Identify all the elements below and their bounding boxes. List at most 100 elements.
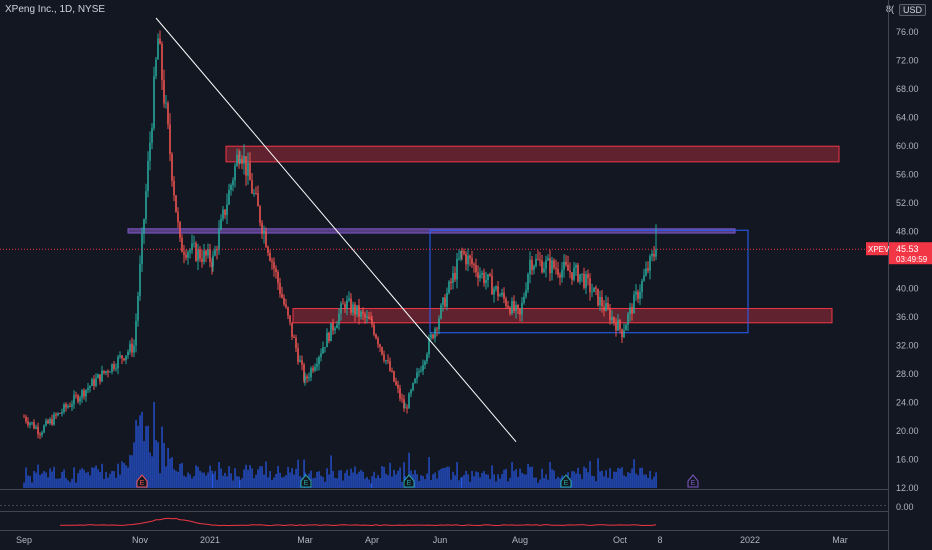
volume-bar	[489, 479, 491, 488]
candle-body	[403, 399, 405, 409]
candle-body	[426, 354, 428, 362]
volume-bar	[105, 471, 107, 488]
volume-bar	[418, 480, 420, 488]
candle-body	[121, 355, 123, 359]
volume-bar	[299, 476, 301, 488]
volume-bar	[283, 476, 285, 488]
volume-bar	[87, 471, 89, 488]
volume-bar	[555, 478, 557, 488]
volume-bar	[342, 480, 344, 488]
volume-bar	[133, 442, 135, 488]
candle-body	[585, 274, 587, 288]
volume-bar	[93, 467, 95, 488]
volume-bar	[69, 482, 71, 488]
y-tick-label: 72.00	[896, 56, 919, 66]
volume-bar	[149, 452, 151, 488]
volume-bar	[481, 472, 483, 488]
candle-body	[301, 360, 303, 365]
candle-body	[460, 250, 462, 258]
candle-body	[539, 259, 541, 261]
candle-body	[295, 337, 297, 349]
candle-body	[239, 158, 241, 164]
candle-body	[285, 304, 287, 308]
volume-bar	[515, 469, 517, 488]
candle-body	[165, 103, 167, 105]
candle-body	[517, 305, 519, 309]
volume-bar	[379, 478, 381, 488]
candle-body	[501, 292, 503, 296]
volume-bar	[456, 462, 458, 488]
volume-bar	[31, 482, 33, 488]
volume-bar	[348, 475, 350, 488]
y-tick-label: 68.00	[896, 84, 919, 94]
volume-bar	[340, 470, 342, 488]
candle-body	[267, 247, 269, 253]
volume-bar	[438, 470, 440, 488]
candle-body	[222, 209, 224, 219]
y-tick-label: 16.00	[896, 455, 919, 465]
price-tag-symbol: XPEV	[868, 245, 890, 254]
candle-body	[591, 291, 593, 293]
volume-bar	[627, 472, 629, 488]
volume-bar	[155, 440, 157, 488]
candle-body	[533, 265, 535, 270]
volume-bar	[263, 474, 265, 488]
candle-body	[236, 154, 238, 166]
candle-body	[344, 304, 346, 309]
candle-body	[579, 274, 581, 282]
y-tick-label: 32.00	[896, 341, 919, 351]
candle-body	[485, 280, 487, 284]
y-tick-label: 48.00	[896, 227, 919, 237]
earnings-marker-shape	[560, 474, 572, 488]
candle-body	[541, 260, 543, 273]
volume-bar	[579, 474, 581, 488]
candle-body	[177, 212, 179, 223]
candle-body	[377, 338, 379, 345]
candle-body	[442, 297, 444, 305]
currency-button[interactable]: USD	[898, 4, 926, 16]
candle-body	[389, 361, 391, 371]
candle-body	[324, 347, 326, 348]
candle-body	[511, 300, 513, 314]
candle-body	[434, 328, 436, 339]
volume-bar	[422, 476, 424, 488]
volume-bar	[23, 482, 25, 488]
volume-bar	[324, 481, 326, 488]
candle-body	[553, 260, 555, 268]
volume-bar	[181, 462, 183, 488]
volume-bar	[537, 482, 539, 488]
candle-body	[338, 313, 340, 325]
earnings-marker-shape	[300, 474, 312, 488]
candle-body	[645, 268, 647, 276]
candle-body	[85, 389, 87, 397]
volume-bar	[436, 478, 438, 488]
earnings-marker-label: E	[564, 480, 569, 487]
volume-bar	[173, 469, 175, 488]
volume-bar	[33, 471, 35, 488]
volume-bar	[483, 471, 485, 488]
volume-bar	[269, 471, 271, 488]
candle-body	[444, 297, 446, 307]
volume-bar	[477, 472, 479, 488]
candle-body	[383, 354, 385, 361]
candle-body	[424, 361, 426, 365]
volume-bar	[267, 477, 269, 488]
candle-body	[83, 390, 85, 397]
volume-bar	[517, 476, 519, 488]
volume-bar	[35, 472, 37, 488]
candle-body	[416, 372, 418, 379]
volume-bar	[41, 473, 43, 488]
volume-bar	[485, 474, 487, 488]
candle-body	[271, 260, 273, 263]
y-tick-label: 64.00	[896, 113, 919, 123]
volume-bar	[293, 474, 295, 488]
volume-bar	[275, 473, 277, 488]
candle-body	[43, 425, 45, 433]
volume-bar	[211, 470, 213, 488]
x-tick-label: Aug	[512, 535, 528, 545]
candle-body	[119, 355, 121, 358]
candle-body	[505, 298, 507, 306]
candle-body	[513, 300, 515, 311]
candle-body	[29, 423, 31, 425]
